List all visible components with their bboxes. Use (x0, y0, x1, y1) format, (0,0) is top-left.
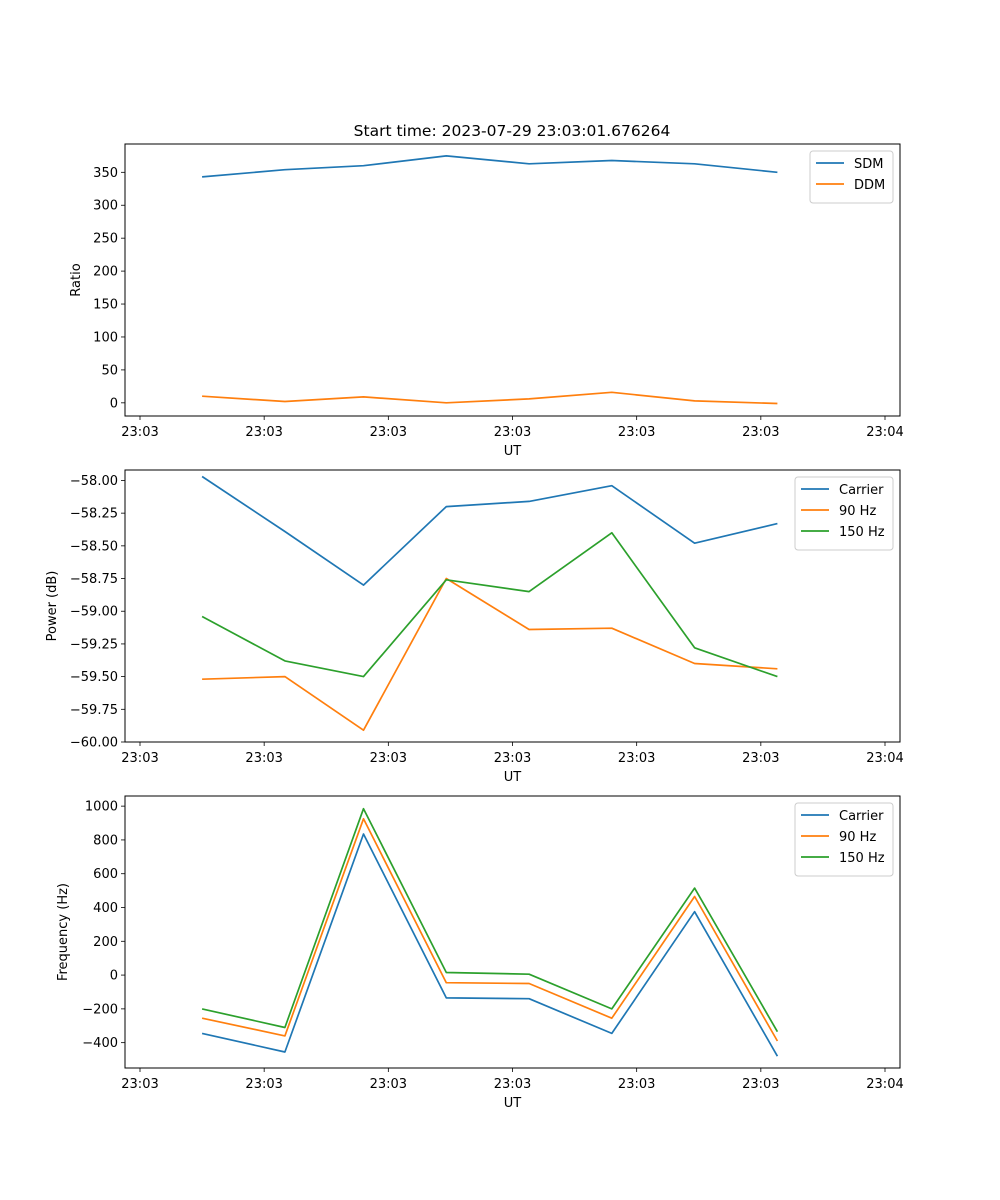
legend: SDM DDM (809, 150, 894, 204)
legend-label: Carrier (839, 809, 884, 824)
legend-box (809, 150, 894, 204)
y-tick-label: −400 (82, 1036, 118, 1051)
x-tick-label: 23:04 (866, 425, 903, 440)
y-tick-label: 800 (93, 833, 118, 848)
y-tick-label: −60.00 (70, 736, 118, 751)
x-axis-label: UT (504, 1096, 522, 1111)
x-axis-label: UT (504, 770, 522, 785)
x-tick-label: 23:03 (370, 751, 407, 766)
legend-label: 150 Hz (839, 525, 885, 540)
x-tick-label: 23:03 (742, 1077, 779, 1092)
y-tick-label: 300 (93, 199, 118, 214)
x-tick-label: 23:03 (121, 751, 158, 766)
subplot-1: 23:03 23:03 23:03 23:03 23:03 23:03 23:04 0 50 10… (69, 143, 904, 459)
x-tick-label: 23:04 (866, 1077, 903, 1092)
y-tick-label: −200 (82, 1002, 118, 1017)
legend-label: 150 Hz (839, 851, 885, 866)
x-tick-label: 23:03 (618, 1077, 655, 1092)
legend-label: 90 Hz (839, 504, 876, 519)
y-tick-label: 100 (93, 330, 118, 345)
y-tick-label: −58.75 (70, 572, 118, 587)
x-tick-label: 23:03 (121, 425, 158, 440)
x-tick-label: 23:03 (245, 1077, 282, 1092)
legend-label: SDM (854, 157, 883, 172)
y-axis-label: Frequency (Hz) (56, 883, 71, 981)
y-axis-label: Ratio (69, 263, 84, 296)
x-tick-label: 23:03 (370, 425, 407, 440)
y-tick-label: −59.25 (70, 637, 118, 652)
x-tick-label: 23:03 (494, 425, 531, 440)
subplot-2: 23:03 23:03 23:03 23:03 23:03 23:03 23:04 −58.0… (45, 469, 904, 785)
x-tick-label: 23:03 (245, 425, 282, 440)
x-axis-label: UT (504, 444, 522, 459)
y-tick-label: 200 (93, 935, 118, 950)
y-tick-label: 0 (110, 969, 118, 984)
y-tick-label: −58.25 (70, 507, 118, 522)
series-line-150-hz (201, 531, 778, 678)
y-tick-label: 600 (93, 867, 118, 882)
y-tick-label: 200 (93, 265, 118, 280)
legend: Carrier 90 Hz 150 Hz (794, 476, 894, 551)
y-tick-label: −58.00 (70, 474, 118, 489)
y-tick-label: −58.50 (70, 539, 118, 554)
series-line-sdm (202, 155, 778, 178)
y-tick-label: 1000 (85, 800, 118, 815)
x-tick-label: 23:03 (494, 1077, 531, 1092)
x-tick-label: 23:03 (618, 425, 655, 440)
y-axis-label: Power (dB) (45, 571, 60, 642)
x-tick-label: 23:03 (370, 1077, 407, 1092)
y-tick-label: −59.00 (70, 605, 118, 620)
figure-title: Start time: 2023-07-29 23:03:01.676264 (354, 122, 671, 140)
legend: Carrier 90 Hz 150 Hz (794, 802, 894, 877)
y-tick-label: 350 (93, 166, 118, 181)
subplots: 23:03 23:03 23:03 23:03 23:03 23:03 23:04 0 50 10… (45, 143, 904, 1111)
y-tick-label: 0 (110, 396, 118, 411)
series-line-ddm (202, 391, 778, 405)
y-tick-label: 250 (93, 232, 118, 247)
x-tick-label: 23:03 (742, 751, 779, 766)
x-tick-label: 23:03 (245, 751, 282, 766)
series-line-90-hz (201, 817, 779, 1042)
legend-label: Carrier (839, 483, 884, 498)
x-tick-label: 23:03 (121, 1077, 158, 1092)
y-tick-label: −59.50 (70, 670, 118, 685)
legend-label: DDM (854, 178, 885, 193)
series-line-carrier (201, 475, 778, 586)
series-line-150-hz (201, 807, 779, 1033)
y-tick-label: −59.75 (70, 703, 118, 718)
legend-label: 90 Hz (839, 830, 876, 845)
y-tick-label: 50 (101, 363, 118, 378)
x-tick-label: 23:03 (742, 425, 779, 440)
x-tick-label: 23:04 (866, 751, 903, 766)
x-tick-label: 23:03 (494, 751, 531, 766)
series-line-carrier (201, 833, 779, 1057)
x-tick-label: 23:03 (618, 751, 655, 766)
series-line-90-hz (202, 577, 778, 732)
y-tick-label: 400 (93, 901, 118, 916)
subplot-3: 23:03 23:03 23:03 23:03 23:03 23:03 23:04 −400 −… (56, 795, 904, 1111)
y-tick-label: 150 (93, 298, 118, 313)
